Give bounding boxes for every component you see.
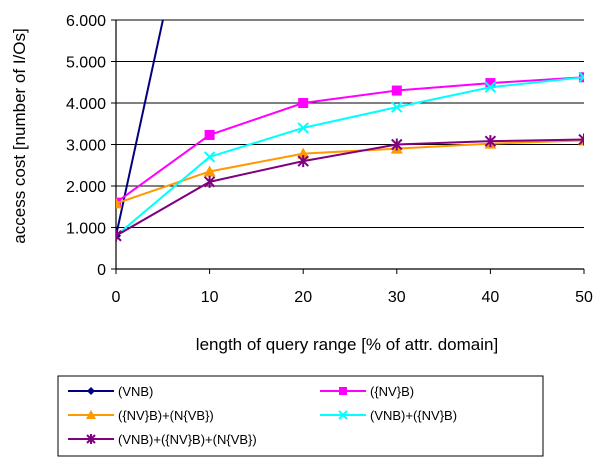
grid-lines bbox=[111, 19, 585, 274]
series-line bbox=[116, 76, 584, 237]
series-line bbox=[116, 76, 584, 204]
legend-label: ({NV}B) bbox=[370, 384, 414, 399]
series-line bbox=[116, 139, 584, 205]
y-axis-title: access cost [number of I/Os] bbox=[10, 28, 29, 243]
x-tick-labels: 0 10 20 30 40 50 bbox=[112, 289, 593, 306]
data-point bbox=[578, 133, 584, 146]
x-tick-label: 20 bbox=[294, 289, 312, 306]
data-point bbox=[297, 122, 309, 134]
y-tick-label: 1.000 bbox=[66, 221, 106, 238]
data-point bbox=[203, 175, 216, 188]
y-tick-label: 5.000 bbox=[66, 55, 106, 72]
y-tick-labels: 0 1.000 2.000 3.000 4.000 5.000 6.000 bbox=[66, 13, 106, 279]
series-5 bbox=[116, 133, 584, 242]
data-point bbox=[204, 129, 215, 140]
x-axis-title: length of query range [% of attr. domain… bbox=[196, 335, 498, 354]
series-group bbox=[116, 20, 584, 242]
data-point bbox=[298, 98, 309, 108]
y-tick-label: 0 bbox=[97, 262, 106, 279]
legend-item: ({NV}B)+(N{VB}) bbox=[68, 408, 214, 423]
data-point bbox=[297, 155, 309, 168]
legend-marker bbox=[86, 434, 96, 444]
data-point bbox=[116, 197, 122, 209]
axes bbox=[115, 20, 584, 270]
legend-item: ({NV}B) bbox=[320, 384, 414, 399]
legend-box bbox=[57, 375, 544, 457]
legend-label: (VNB)+({NV}B) bbox=[370, 408, 457, 423]
data-point bbox=[203, 165, 216, 177]
data-point bbox=[116, 229, 122, 242]
legend-marker bbox=[86, 410, 96, 419]
data-point bbox=[297, 147, 310, 159]
data-point bbox=[484, 81, 497, 93]
legend-label: ({NV}B)+(N{VB}) bbox=[118, 408, 214, 423]
data-point bbox=[484, 135, 497, 148]
data-point bbox=[203, 151, 216, 163]
legend-item: (VNB) bbox=[68, 384, 153, 399]
x-tick-label: 50 bbox=[575, 289, 593, 306]
data-point bbox=[578, 71, 584, 83]
y-tick-label: 6.000 bbox=[66, 13, 106, 30]
legend: (VNB) ({NV}B) ({NV}B)+(N{VB}) (VNB)+({NV}B)… bbox=[57, 375, 544, 457]
legend-marker bbox=[338, 410, 348, 420]
y-tick-label: 4.000 bbox=[66, 96, 106, 113]
legend-item: (VNB)+({NV}B) bbox=[320, 408, 457, 423]
series-line bbox=[116, 138, 584, 237]
x-tick-label: 0 bbox=[112, 289, 121, 306]
x-tick-label: 30 bbox=[388, 289, 406, 306]
data-point bbox=[485, 78, 496, 89]
legend-label: (VNB)+({NV}B)+(N{VB}) bbox=[118, 432, 257, 447]
data-point bbox=[391, 101, 403, 113]
legend-marker bbox=[87, 387, 95, 395]
x-tick-label: 40 bbox=[482, 289, 500, 306]
y-tick-label: 2.000 bbox=[66, 179, 106, 196]
legend-marker bbox=[339, 387, 347, 395]
legend-label: (VNB) bbox=[118, 384, 153, 399]
x-tick-label: 10 bbox=[201, 289, 219, 306]
data-point bbox=[391, 138, 403, 151]
data-point bbox=[391, 85, 402, 96]
y-tick-label: 3.000 bbox=[66, 138, 106, 155]
legend-item: (VNB)+({NV}B)+(N{VB}) bbox=[68, 432, 257, 447]
